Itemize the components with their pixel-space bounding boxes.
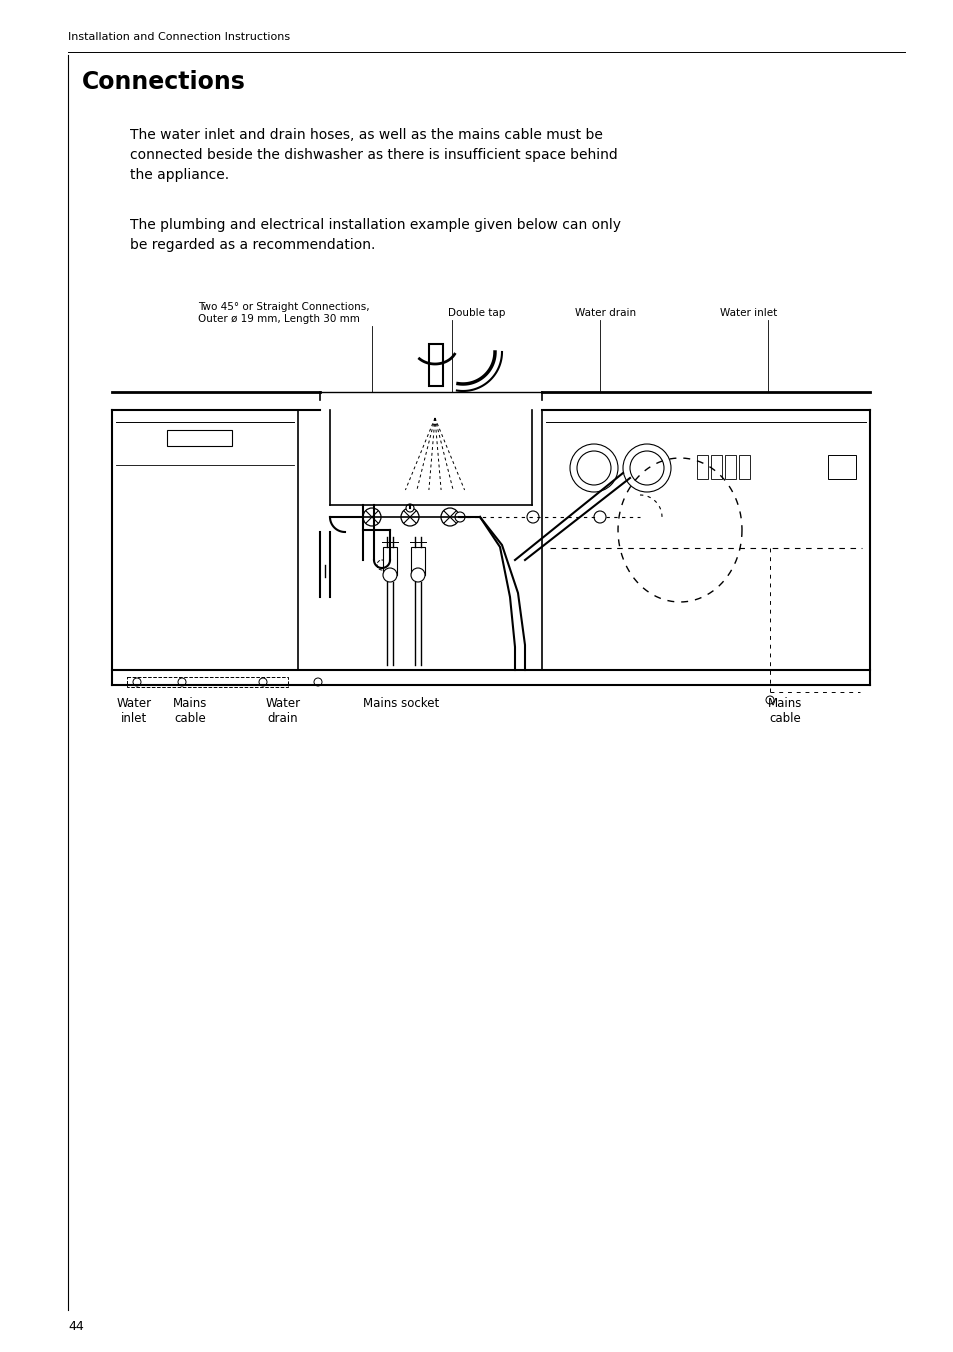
Text: Mains
cable: Mains cable xyxy=(767,698,801,725)
Circle shape xyxy=(455,512,464,522)
Circle shape xyxy=(132,677,141,685)
Text: Double tap: Double tap xyxy=(448,308,505,318)
Text: Outer ø 19 mm, Length 30 mm: Outer ø 19 mm, Length 30 mm xyxy=(198,314,359,324)
Text: Water
inlet: Water inlet xyxy=(116,698,152,725)
Text: The plumbing and electrical installation example given below can only
be regarde: The plumbing and electrical installation… xyxy=(130,218,620,251)
Bar xyxy=(710,456,721,479)
Text: Installation and Connection Instructions: Installation and Connection Instructions xyxy=(68,32,290,42)
Circle shape xyxy=(400,508,418,526)
Bar xyxy=(167,430,232,446)
Circle shape xyxy=(363,508,380,526)
Text: Connections: Connections xyxy=(82,70,246,95)
Circle shape xyxy=(178,677,186,685)
Bar xyxy=(382,548,396,575)
Text: 44: 44 xyxy=(68,1320,84,1333)
Circle shape xyxy=(569,443,618,492)
Circle shape xyxy=(382,568,396,581)
Circle shape xyxy=(765,696,773,704)
Circle shape xyxy=(526,511,538,523)
Circle shape xyxy=(594,511,605,523)
Text: Two 45° or Straight Connections,: Two 45° or Straight Connections, xyxy=(198,301,369,312)
Circle shape xyxy=(622,443,670,492)
Circle shape xyxy=(629,452,663,485)
Bar xyxy=(739,456,749,479)
Bar xyxy=(724,456,735,479)
Bar xyxy=(411,548,424,575)
Bar xyxy=(429,343,442,387)
Bar xyxy=(127,677,288,687)
Circle shape xyxy=(376,560,387,571)
Text: Mains
cable: Mains cable xyxy=(172,698,207,725)
Circle shape xyxy=(406,504,414,512)
Circle shape xyxy=(258,677,267,685)
Circle shape xyxy=(440,508,458,526)
Circle shape xyxy=(411,568,424,581)
Text: Water
drain: Water drain xyxy=(265,698,300,725)
Text: The water inlet and drain hoses, as well as the mains cable must be
connected be: The water inlet and drain hoses, as well… xyxy=(130,128,618,183)
Bar xyxy=(697,456,707,479)
Circle shape xyxy=(577,452,610,485)
Text: Mains socket: Mains socket xyxy=(363,698,438,710)
Text: Water drain: Water drain xyxy=(575,308,636,318)
Text: Water inlet: Water inlet xyxy=(720,308,777,318)
Bar xyxy=(827,456,855,479)
Circle shape xyxy=(314,677,322,685)
